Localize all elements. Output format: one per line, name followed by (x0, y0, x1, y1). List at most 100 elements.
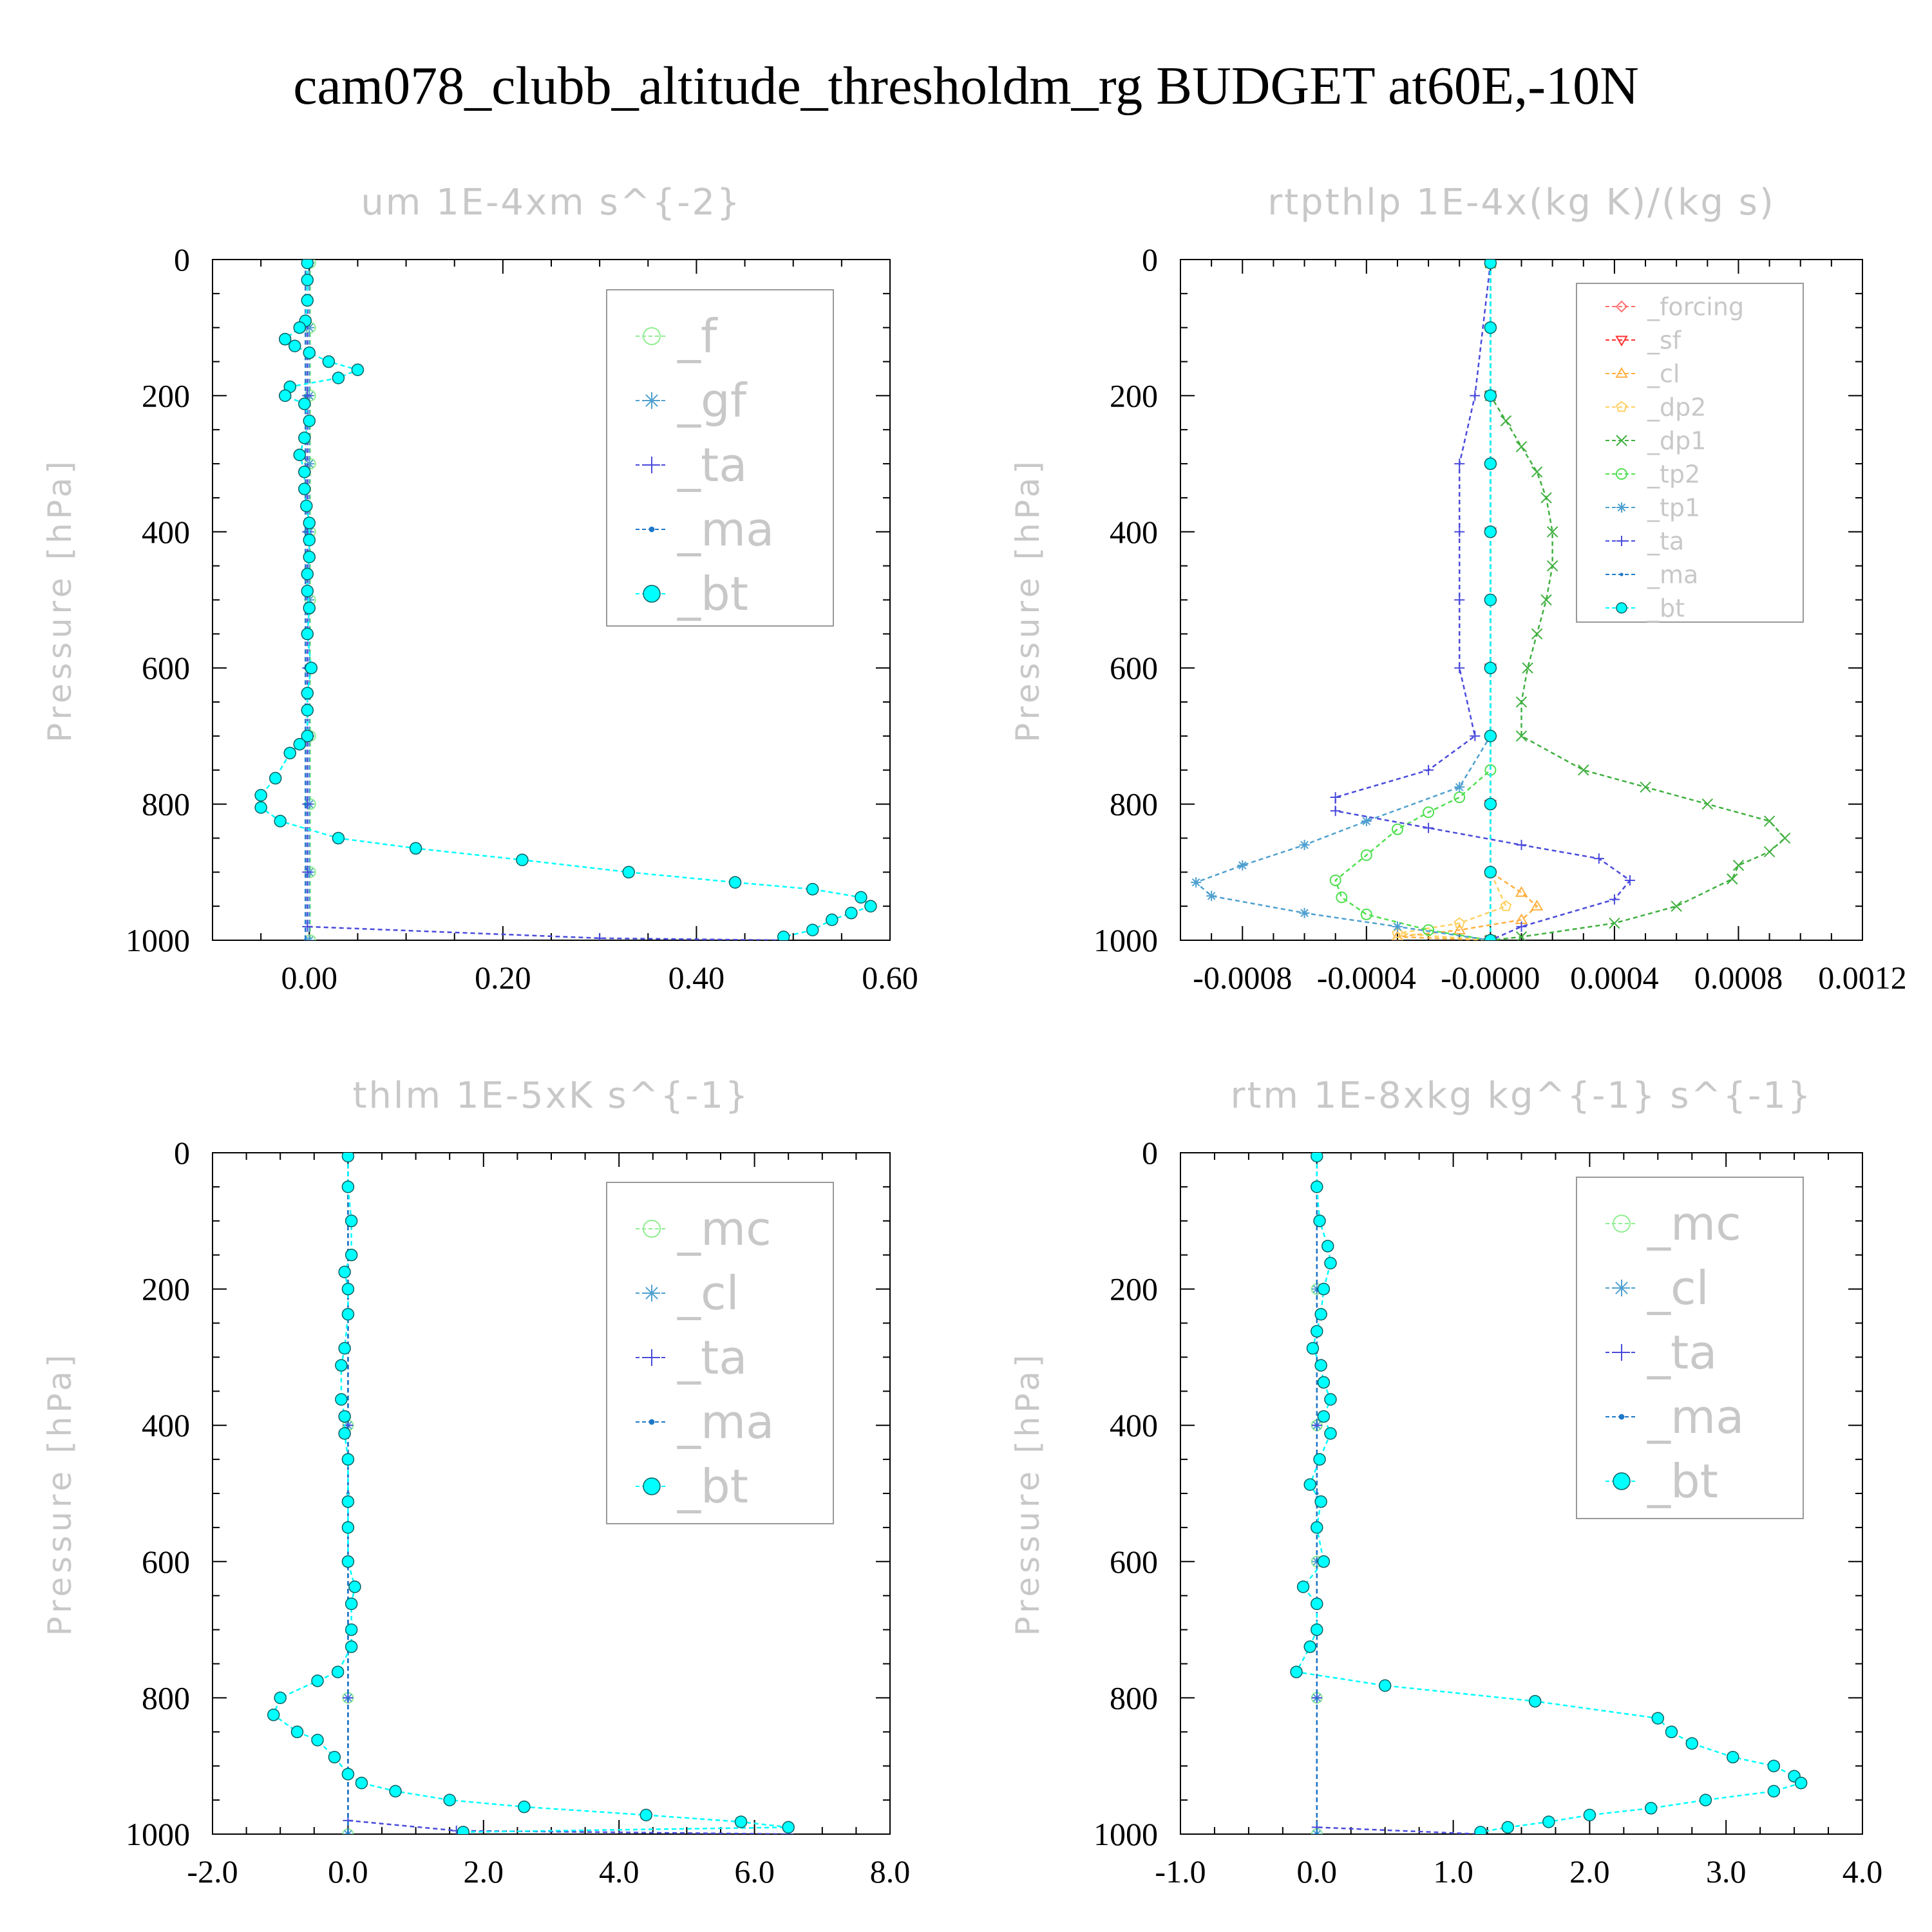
data-point (304, 322, 315, 333)
data-point (826, 913, 838, 927)
data-point (1671, 900, 1682, 912)
y-tick-label: 1000 (126, 1816, 190, 1852)
chart-panel-2: rtpthlp 1E-4x(kg K)/(kg s) Pressure [hPa]… (1009, 182, 1907, 996)
y-axis-label: Pressure [hPa] (1009, 457, 1046, 743)
data-point (1767, 1785, 1781, 1798)
legend-label: _ta (677, 1331, 747, 1385)
data-point (301, 294, 314, 307)
data-point (1453, 923, 1466, 934)
data-point (1317, 1282, 1331, 1296)
legend-label: _cl (1647, 359, 1680, 388)
data-point (516, 853, 529, 867)
data-point (1314, 1307, 1327, 1321)
y-tick-label: 400 (142, 514, 190, 550)
legend-label: _tp1 (1647, 493, 1700, 522)
plot-area (1290, 1153, 1808, 1834)
data-point (304, 934, 316, 940)
x-tick-label: 4.0 (599, 1853, 639, 1889)
y-tick-label: 600 (142, 1544, 190, 1580)
data-point (338, 1341, 351, 1355)
data-point (1531, 466, 1543, 478)
series-line (1334, 263, 1631, 940)
data-point (341, 1307, 355, 1321)
data-point (1484, 797, 1497, 811)
data-point (301, 730, 314, 743)
y-tick-label: 400 (142, 1407, 190, 1443)
series-bt (254, 260, 877, 940)
data-point (345, 1640, 358, 1653)
data-point (806, 923, 819, 936)
data-point (389, 1785, 402, 1798)
y-tick-label: 200 (1110, 377, 1158, 413)
data-point (1474, 1826, 1487, 1834)
x-tick-label: 0.0004 (1570, 960, 1659, 996)
data-point (1317, 1555, 1331, 1568)
data-point (1616, 435, 1627, 446)
x-tick-label: -0.0008 (1193, 960, 1292, 996)
data-point (1311, 1153, 1323, 1163)
series-ta (1330, 260, 1635, 940)
data-point (1515, 730, 1528, 742)
data-point (1317, 1376, 1331, 1389)
data-point (734, 1815, 748, 1828)
series-tp1 (1191, 260, 1496, 940)
y-tick-label: 1000 (1094, 1816, 1158, 1852)
series-line (1295, 1156, 1803, 1833)
data-point (302, 867, 313, 878)
data-point (1391, 930, 1403, 940)
data-point (1303, 1478, 1316, 1491)
data-point (1336, 891, 1348, 904)
series-ta (1311, 1153, 1486, 1834)
data-point (1313, 1215, 1326, 1227)
data-point (594, 933, 605, 940)
y-tick-label: 800 (142, 786, 190, 822)
data-point (1640, 781, 1651, 793)
legend: _forcing _sf _cl _dp2 _dp1 _tp2 _tp1 _ta _ma _bt (1576, 283, 1804, 623)
data-point (1361, 816, 1372, 827)
data-point (303, 516, 316, 529)
legend: _mc _cl _ta _ma _bt (1576, 1177, 1804, 1519)
series-line (1397, 263, 1539, 940)
legend-label: _mc (1647, 1197, 1741, 1251)
data-point (341, 1768, 355, 1781)
data-point (1501, 1821, 1515, 1834)
data-point (1484, 260, 1497, 270)
data-point (1701, 798, 1714, 810)
data-point (1578, 764, 1589, 776)
x-tick-label: 8.0 (870, 1853, 911, 1889)
data-point (1313, 1453, 1326, 1466)
x-tick-label: 2.0 (1569, 1853, 1610, 1889)
data-point (341, 1495, 355, 1508)
data-point (1454, 917, 1466, 929)
data-point (1609, 917, 1620, 929)
chart-panel-1: um 1E-4xm s^{-2} Pressure [hPa] 0 200 400 600… (41, 182, 918, 996)
data-point (1615, 367, 1628, 378)
y-tick-label: 0 (174, 242, 190, 278)
x-tick-label: 0.0008 (1694, 960, 1783, 996)
data-point (267, 1709, 280, 1721)
data-point (864, 900, 877, 913)
series-bt (1290, 1153, 1808, 1834)
legend-label: _bt (1647, 594, 1685, 622)
data-point (855, 891, 867, 904)
legend-label: _ma (1647, 1390, 1744, 1444)
data-point (341, 1153, 355, 1163)
data-point (332, 831, 345, 845)
legend-box (606, 289, 834, 627)
legend-label: _dp1 (1647, 426, 1706, 455)
data-point (1317, 1410, 1331, 1423)
data-point (1360, 908, 1372, 920)
data-point (338, 1410, 351, 1423)
data-point (1423, 924, 1435, 936)
data-point (1311, 1521, 1323, 1534)
data-point (1484, 866, 1497, 879)
legend-label: _ta (1647, 1325, 1717, 1379)
y-tick-label: 1000 (126, 922, 190, 958)
data-point (345, 1248, 358, 1262)
data-point (1763, 815, 1776, 827)
data-point (643, 327, 661, 345)
data-point (278, 332, 292, 346)
data-point (293, 448, 307, 462)
x-tick-label: -0.0004 (1317, 960, 1416, 996)
data-point (338, 1265, 351, 1278)
